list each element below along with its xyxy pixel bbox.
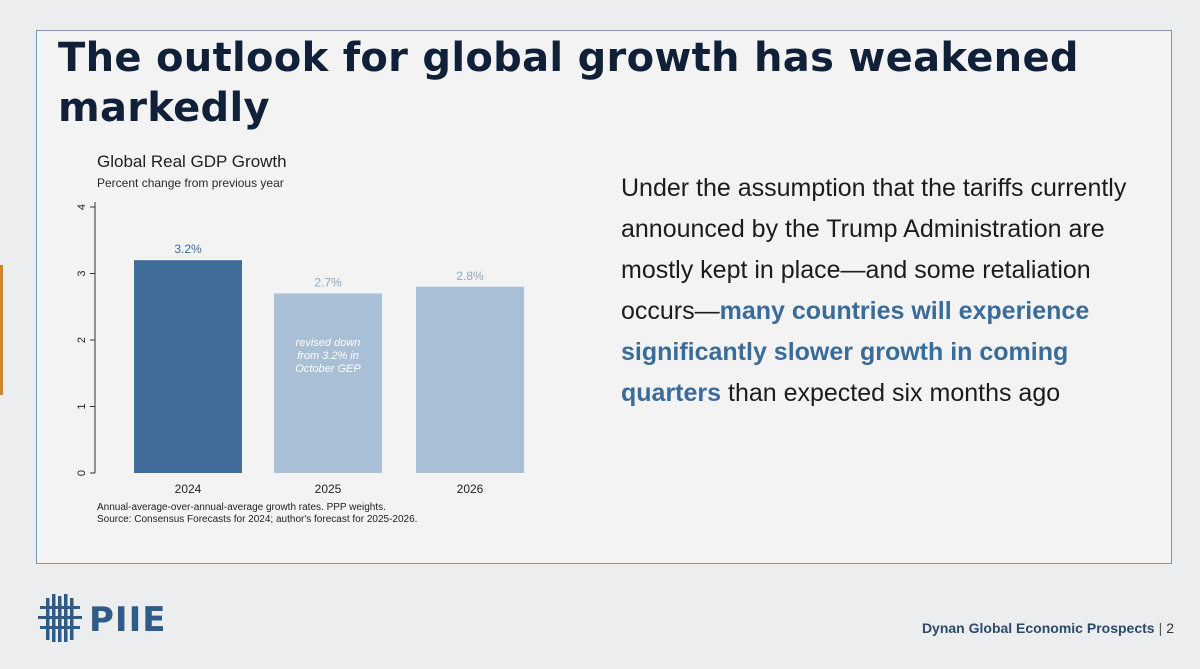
y-tick-label-0: 0 xyxy=(76,470,88,476)
bar-2024 xyxy=(134,260,242,473)
chart-title: Global Real GDP Growth xyxy=(97,152,287,171)
bar-annotation-line-1: from 3.2% in xyxy=(297,350,359,362)
y-tick-label-4: 4 xyxy=(76,204,88,210)
footer-separator: | xyxy=(1158,620,1163,636)
y-tick-label-2: 2 xyxy=(76,337,88,343)
body-text-part: than expected six months ago xyxy=(721,379,1061,407)
data-label-2024: 3.2% xyxy=(174,242,202,256)
data-label-2026: 2.8% xyxy=(456,269,484,283)
chart-footnote-method: Annual-average-over-annual-average growt… xyxy=(97,502,386,513)
y-tick-label-3: 3 xyxy=(76,270,88,276)
x-tick-label-2024: 2024 xyxy=(175,482,202,496)
logo-wordmark: PIIE xyxy=(89,600,167,640)
y-tick-label-1: 1 xyxy=(76,403,88,409)
page-number: 2 xyxy=(1166,620,1174,636)
slide-body-text: Under the assumption that the tariffs cu… xyxy=(621,168,1141,414)
piie-logo-icon xyxy=(38,594,82,642)
bar-annotation-line-2: October GEP xyxy=(295,363,361,375)
data-label-2025: 2.7% xyxy=(314,275,342,289)
body-text-highlight: many countries will experience significa… xyxy=(621,297,1090,407)
slide-footer: Dynan Global Economic Prospects | 2 xyxy=(922,620,1174,636)
slide-title: The outlook for global growth has weaken… xyxy=(58,35,1079,131)
body-text-part: Under the assumption that the tariffs cu… xyxy=(621,174,1127,325)
x-tick-label-2025: 2025 xyxy=(315,482,342,496)
bar-2025 xyxy=(274,293,382,473)
bar-annotation-line-0: revised down xyxy=(296,337,361,349)
gdp-bar-chart: 0 1 2 3 4 3.2% 2024 2.7% 2025 2.8% 2026 revised dow… xyxy=(76,202,524,496)
footer-label: Dynan Global Economic Prospects xyxy=(921,620,1155,636)
x-tick-label-2026: 2026 xyxy=(457,482,484,496)
bar-2026 xyxy=(416,286,524,473)
left-edge-strip xyxy=(0,265,3,395)
chart-footnote-source: Source: Consensus Forecasts for 2024; au… xyxy=(97,514,418,525)
chart-subtitle: Percent change from previous year xyxy=(97,176,284,190)
